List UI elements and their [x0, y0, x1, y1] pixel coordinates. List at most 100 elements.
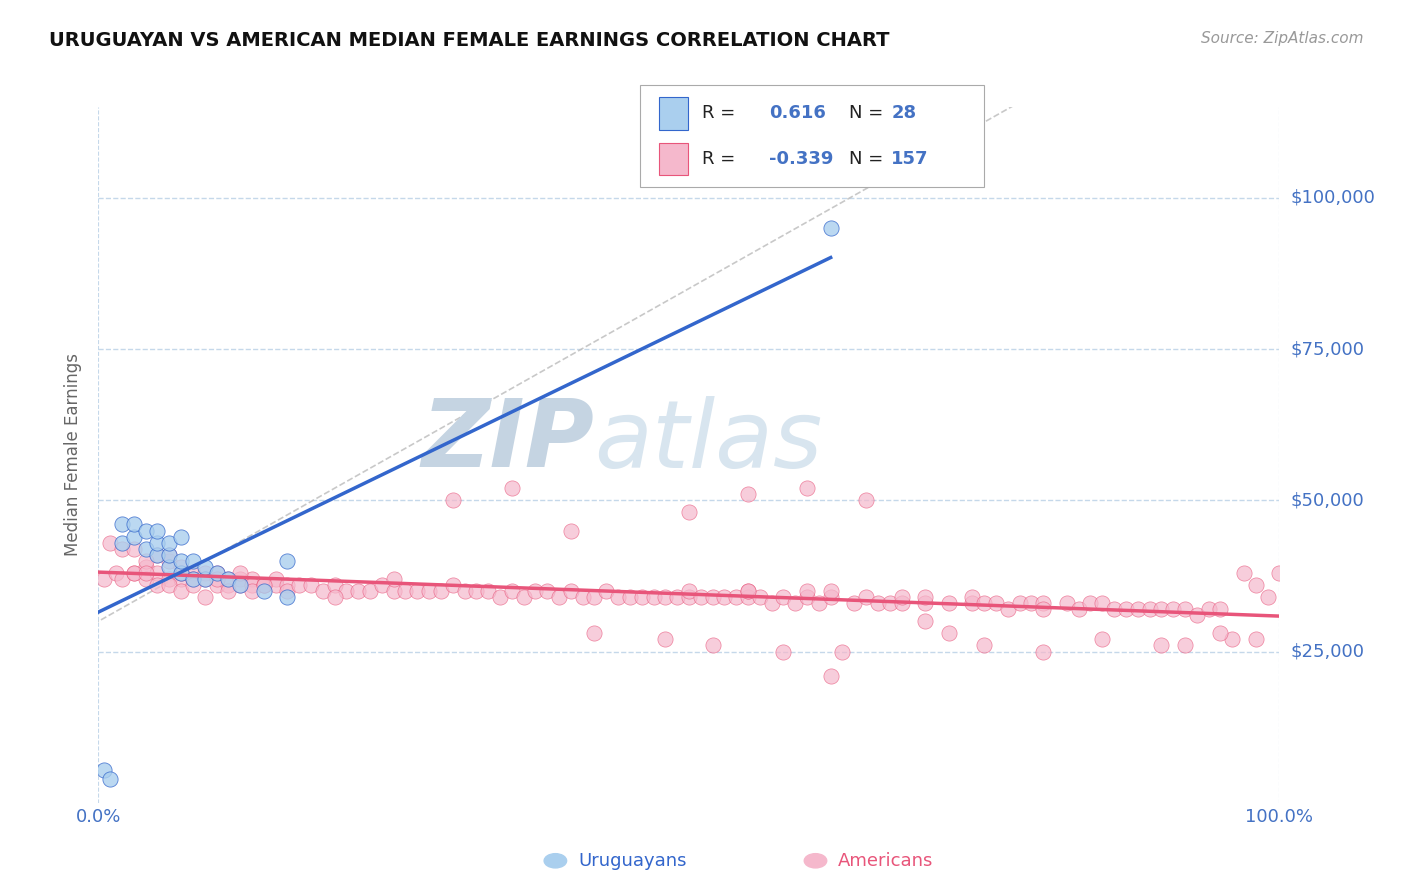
Point	[689, 590, 711, 604]
Point	[157, 548, 180, 562]
Point	[678, 584, 700, 599]
Point	[170, 584, 193, 599]
Point	[654, 632, 676, 647]
Point	[820, 584, 842, 599]
Text: URUGUAYAN VS AMERICAN MEDIAN FEMALE EARNINGS CORRELATION CHART: URUGUAYAN VS AMERICAN MEDIAN FEMALE EARN…	[49, 31, 890, 50]
Point	[536, 584, 558, 599]
Point	[299, 578, 322, 592]
Point	[713, 590, 735, 604]
Point	[229, 566, 252, 580]
Point	[666, 590, 689, 604]
Point	[135, 572, 157, 586]
Point	[240, 584, 263, 599]
Text: Uruguayans: Uruguayans	[578, 852, 688, 870]
Point	[1032, 602, 1054, 616]
Point	[181, 578, 204, 592]
Point	[135, 566, 157, 580]
Point	[844, 596, 866, 610]
Point	[1067, 602, 1090, 616]
Point	[997, 602, 1019, 616]
Point	[820, 669, 842, 683]
Point	[194, 559, 217, 574]
Point	[1220, 632, 1243, 647]
Point	[157, 548, 180, 562]
Point	[170, 554, 193, 568]
Point	[111, 517, 134, 532]
Point	[737, 487, 759, 501]
Point	[772, 644, 794, 658]
Point	[105, 566, 128, 580]
Point	[1021, 596, 1043, 610]
Point	[217, 572, 239, 586]
Point	[347, 584, 370, 599]
Point	[264, 578, 287, 592]
Point	[194, 572, 217, 586]
Point	[1150, 602, 1173, 616]
Point	[418, 584, 440, 599]
Point	[678, 590, 700, 604]
Point	[382, 584, 405, 599]
Point	[1115, 602, 1137, 616]
Point	[146, 566, 169, 580]
Point	[761, 596, 783, 610]
Point	[879, 596, 901, 610]
Point	[194, 566, 217, 580]
Point	[702, 639, 724, 653]
Point	[371, 578, 394, 592]
Point	[1080, 596, 1102, 610]
Point	[1174, 639, 1197, 653]
Point	[1209, 602, 1232, 616]
Point	[453, 584, 475, 599]
Point	[725, 590, 748, 604]
Point	[973, 596, 995, 610]
Point	[135, 554, 157, 568]
Point	[796, 584, 818, 599]
Point	[1268, 566, 1291, 580]
Point	[1056, 596, 1078, 610]
Point	[194, 572, 217, 586]
Point	[441, 578, 464, 592]
Point	[1244, 632, 1267, 647]
Point	[465, 584, 488, 599]
Point	[1126, 602, 1149, 616]
Point	[312, 584, 335, 599]
Point	[654, 590, 676, 604]
Point	[430, 584, 453, 599]
Point	[938, 626, 960, 640]
Point	[796, 590, 818, 604]
Point	[205, 566, 228, 580]
Point	[253, 584, 276, 599]
Point	[170, 572, 193, 586]
Point	[122, 566, 145, 580]
Point	[890, 590, 912, 604]
Point	[181, 554, 204, 568]
Point	[785, 596, 807, 610]
Point	[229, 578, 252, 592]
Point	[323, 590, 346, 604]
Point	[938, 596, 960, 610]
Point	[1091, 596, 1114, 610]
Point	[382, 572, 405, 586]
Point	[524, 584, 547, 599]
Text: R =: R =	[702, 104, 735, 122]
Point	[489, 590, 512, 604]
Text: atlas: atlas	[595, 395, 823, 486]
Point	[135, 524, 157, 538]
Point	[205, 578, 228, 592]
Point	[807, 596, 830, 610]
Point	[276, 554, 298, 568]
Point	[1008, 596, 1031, 610]
Point	[560, 584, 582, 599]
Point	[1209, 626, 1232, 640]
Text: -0.339: -0.339	[769, 150, 834, 168]
Point	[135, 559, 157, 574]
Point	[135, 541, 157, 556]
Point	[205, 572, 228, 586]
Point	[1150, 639, 1173, 653]
Point	[194, 590, 217, 604]
Point	[240, 572, 263, 586]
Point	[1161, 602, 1184, 616]
Point	[583, 590, 606, 604]
Point	[157, 572, 180, 586]
Point	[571, 590, 593, 604]
